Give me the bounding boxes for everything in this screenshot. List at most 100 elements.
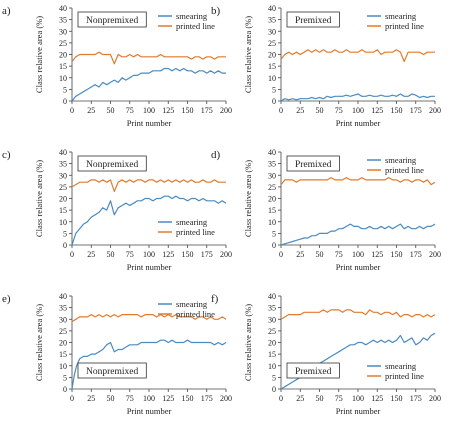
legend-label: smearing: [176, 11, 208, 21]
y-tick-label: 5: [63, 373, 67, 382]
x-tick-label: 150: [391, 106, 403, 115]
y-tick-label: 10: [59, 362, 67, 371]
x-tick-label: 200: [429, 394, 441, 403]
chart-panel-e: e) 0 5 10 15 20 25 30 35 40 0 25 50 75 100 125 150 175 200…: [2, 292, 232, 416]
x-tick-label: 150: [391, 394, 403, 403]
y-tick-label: 35: [59, 16, 67, 25]
legend-label: printed line: [176, 21, 215, 31]
x-tick-label: 0: [70, 394, 74, 403]
y-tick-label: 25: [59, 183, 67, 192]
y-tick-label: 40: [268, 292, 276, 301]
y-tick-label: 15: [59, 206, 67, 215]
x-tick-label: 75: [335, 394, 343, 403]
y-tick-label: 25: [59, 327, 67, 336]
x-tick-label: 100: [143, 250, 155, 259]
series-line-printed-line: [71, 314, 227, 323]
x-axis-title: Print number: [336, 118, 381, 128]
legend-label: smearing: [385, 11, 417, 21]
x-tick-label: 150: [182, 106, 194, 115]
series-line-smearing: [280, 93, 435, 102]
x-axis-title: Print number: [127, 406, 172, 416]
y-tick-label: 20: [59, 51, 67, 60]
x-tick-label: 125: [162, 394, 174, 403]
legend-label: printed line: [385, 21, 424, 31]
y-tick-label: 20: [59, 339, 67, 348]
x-tick-label: 175: [201, 106, 213, 115]
x-tick-label: 50: [316, 250, 324, 259]
y-tick-label: 20: [268, 195, 276, 204]
y-tick-label: 30: [268, 315, 276, 324]
x-tick-label: 200: [429, 250, 441, 259]
annotation-label: Premixed: [295, 367, 332, 377]
x-tick-label: 75: [126, 394, 134, 403]
x-tick-label: 25: [87, 250, 95, 259]
x-axis-title: Print number: [336, 406, 381, 416]
x-tick-label: 200: [220, 250, 232, 259]
annotation-box: [77, 155, 147, 172]
annotation-label: Premixed: [295, 16, 332, 26]
y-axis-title: Class relative area (%): [34, 16, 44, 93]
y-tick-label: 35: [59, 304, 67, 313]
x-tick-label: 0: [279, 394, 283, 403]
y-tick-label: 30: [59, 315, 67, 324]
y-tick-label: 0: [272, 385, 276, 394]
y-tick-label: 5: [63, 85, 67, 94]
x-tick-label: 100: [352, 250, 364, 259]
y-tick-label: 15: [268, 62, 276, 71]
annotation-box: [77, 11, 147, 28]
y-tick-label: 40: [59, 292, 67, 301]
chart-panel-d: d) 0 5 10 15 20 25 30 35 40 0 25 50 75 100 125 150 175 200…: [211, 148, 441, 272]
y-axis-title: Class relative area (%): [243, 160, 253, 237]
y-tick-label: 30: [268, 171, 276, 180]
x-tick-label: 0: [70, 250, 74, 259]
y-tick-label: 15: [59, 350, 67, 359]
x-tick-label: 0: [279, 106, 283, 115]
panel-letter: e): [2, 293, 11, 305]
legend-label: smearing: [176, 299, 208, 309]
legend-label: printed line: [176, 227, 215, 237]
y-tick-label: 5: [272, 229, 276, 238]
x-tick-label: 75: [335, 106, 343, 115]
y-tick-label: 40: [268, 4, 276, 13]
legend-label: smearing: [176, 217, 208, 227]
series-line-printed-line: [71, 51, 226, 65]
x-tick-label: 50: [316, 394, 324, 403]
x-tick-label: 200: [429, 106, 441, 115]
x-tick-label: 50: [107, 250, 115, 259]
chart-panel-a: a) 0 5 10 15 20 25 30 35 40 0 25 50 75 100 125 150 175 200…: [2, 4, 232, 128]
y-tick-label: 0: [63, 97, 67, 106]
y-tick-label: 25: [268, 183, 276, 192]
y-tick-label: 15: [59, 62, 67, 71]
x-tick-label: 125: [371, 106, 383, 115]
y-tick-label: 10: [268, 362, 276, 371]
series-line-printed-line: [280, 309, 436, 320]
x-tick-label: 125: [371, 250, 383, 259]
y-tick-label: 0: [272, 241, 276, 250]
annotation-box: [286, 11, 340, 28]
y-tick-label: 0: [272, 97, 276, 106]
y-tick-label: 10: [268, 74, 276, 83]
y-tick-label: 15: [268, 350, 276, 359]
y-axis-title: Class relative area (%): [34, 304, 44, 381]
y-tick-label: 40: [268, 148, 276, 157]
y-axis-title: Class relative area (%): [243, 16, 253, 93]
x-tick-label: 50: [107, 106, 115, 115]
x-tick-label: 100: [352, 394, 364, 403]
x-tick-label: 125: [371, 394, 383, 403]
x-tick-label: 175: [410, 250, 422, 259]
y-tick-label: 5: [272, 85, 276, 94]
x-tick-label: 0: [279, 250, 283, 259]
y-tick-label: 25: [268, 327, 276, 336]
panel-letter: b): [211, 5, 221, 17]
y-tick-label: 5: [63, 229, 67, 238]
series-line-smearing: [71, 195, 227, 246]
y-tick-label: 20: [268, 51, 276, 60]
chart-panel-c: c) 0 5 10 15 20 25 30 35 40 0 25 50 75 100 125 150 175 200…: [2, 148, 232, 272]
x-tick-label: 200: [220, 106, 232, 115]
y-tick-label: 0: [63, 385, 67, 394]
